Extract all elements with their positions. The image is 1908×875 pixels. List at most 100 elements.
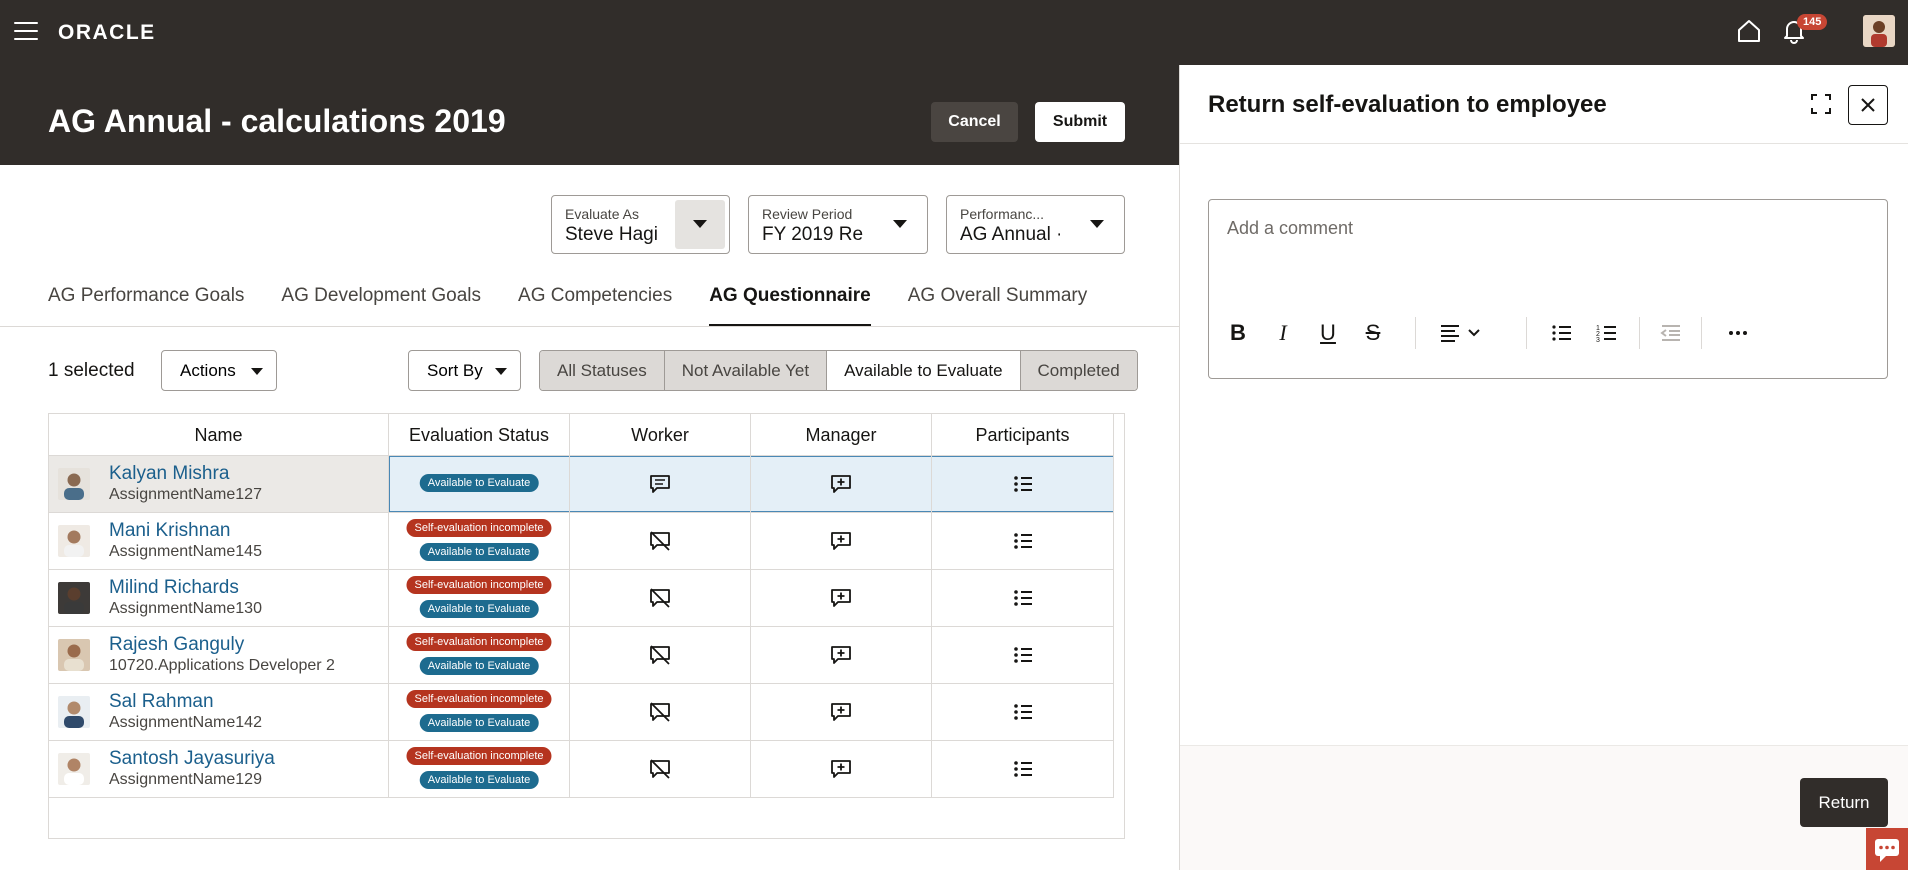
align-menu-icon[interactable] — [1437, 318, 1489, 348]
status-cell: Self-evaluation incomplete Available to E… — [389, 513, 570, 569]
column-header-participants[interactable]: Participants — [932, 414, 1114, 456]
tab-divider — [0, 326, 1179, 327]
person-name-link[interactable]: Sal Rahman — [109, 691, 214, 712]
status-badge: Available to Evaluate — [419, 543, 539, 561]
tab-competencies[interactable]: AG Competencies — [518, 285, 673, 306]
column-header-worker[interactable]: Worker — [570, 414, 751, 456]
performance-label: Performanc... — [960, 206, 1045, 222]
person-avatar — [58, 582, 90, 614]
status-filter-not-available[interactable]: Not Available Yet — [664, 351, 828, 390]
underline-icon[interactable]: U — [1320, 320, 1336, 345]
manager-cell — [751, 513, 932, 569]
tab-questionnaire[interactable]: AG Questionnaire — [709, 285, 871, 327]
table-row[interactable]: Kalyan Mishra AssignmentName127 Available … — [49, 456, 1114, 513]
status-cell: Available to Evaluate — [389, 456, 570, 512]
participants-list-icon[interactable] — [1012, 758, 1034, 780]
user-avatar[interactable] — [1863, 15, 1895, 47]
status-cell: Self-evaluation incomplete Available to E… — [389, 741, 570, 797]
person-name-link[interactable]: Rajesh Ganguly — [109, 634, 245, 655]
table-row[interactable]: Rajesh Ganguly 10720.Applications Develop… — [49, 627, 1114, 684]
column-header-manager[interactable]: Manager — [751, 414, 932, 456]
status-filter-group: All Statuses Not Available Yet Available… — [539, 350, 1138, 391]
sort-by-button[interactable]: Sort By — [408, 350, 521, 391]
status-badge: Available to Evaluate — [419, 714, 539, 732]
chevron-down-icon — [251, 368, 263, 375]
comment-input[interactable] — [1209, 200, 1887, 300]
add-comment-icon[interactable] — [830, 701, 852, 723]
sort-by-label: Sort By — [427, 360, 483, 380]
add-comment-icon[interactable] — [830, 758, 852, 780]
evaluations-table: Name Evaluation Status Worker Manager Pa… — [48, 413, 1125, 839]
tab-development-goals[interactable]: AG Development Goals — [281, 285, 482, 306]
add-comment-icon[interactable] — [830, 644, 852, 666]
column-header-status[interactable]: Evaluation Status — [389, 414, 570, 456]
close-drawer-button[interactable] — [1848, 85, 1888, 125]
status-filter-completed[interactable]: Completed — [1020, 351, 1137, 390]
participants-list-icon[interactable] — [1012, 587, 1034, 609]
status-badge: Self-evaluation incomplete — [406, 690, 552, 708]
italic-icon[interactable]: I — [1279, 320, 1287, 345]
person-avatar — [58, 468, 90, 500]
comment-off-icon[interactable] — [649, 644, 671, 666]
person-name-link[interactable]: Kalyan Mishra — [109, 463, 230, 484]
add-comment-icon[interactable] — [830, 473, 852, 495]
more-options-icon[interactable] — [1723, 318, 1753, 348]
chat-icon[interactable] — [1866, 828, 1908, 870]
participants-list-icon[interactable] — [1012, 473, 1034, 495]
expand-icon[interactable] — [1810, 93, 1832, 115]
person-avatar — [58, 753, 90, 785]
evaluate-as-select[interactable]: Evaluate As Steve Hagi — [551, 195, 730, 254]
comment-editor: B I U S 123 — [1208, 199, 1888, 379]
evaluate-as-dropdown-button[interactable] — [675, 200, 725, 249]
drawer-footer — [1180, 745, 1908, 870]
name-cell: Milind Richards AssignmentName130 — [49, 570, 389, 626]
column-header-name[interactable]: Name — [49, 414, 389, 456]
drawer-divider — [1180, 143, 1908, 144]
status-badge: Self-evaluation incomplete — [406, 633, 552, 651]
hamburger-menu-icon[interactable] — [14, 22, 38, 40]
table-row[interactable]: Mani Krishnan AssignmentName145 Self-evalu… — [49, 513, 1114, 570]
cancel-button[interactable]: Cancel — [931, 102, 1018, 142]
table-row[interactable]: Milind Richards AssignmentName130 Self-eva… — [49, 570, 1114, 627]
tab-overall-summary[interactable]: AG Overall Summary — [907, 285, 1088, 306]
name-cell: Santosh Jayasuriya AssignmentName129 — [49, 741, 389, 797]
participants-list-icon[interactable] — [1012, 701, 1034, 723]
participants-list-icon[interactable] — [1012, 530, 1034, 552]
person-name-link[interactable]: Mani Krishnan — [109, 520, 231, 541]
person-avatar — [58, 525, 90, 557]
add-comment-icon[interactable] — [830, 587, 852, 609]
bold-icon[interactable]: B — [1230, 320, 1246, 345]
table-row[interactable]: Santosh Jayasuriya AssignmentName129 Self-… — [49, 741, 1114, 798]
comment-off-icon[interactable] — [649, 701, 671, 723]
worker-cell — [570, 627, 751, 683]
submit-button[interactable]: Submit — [1035, 102, 1125, 142]
status-cell: Self-evaluation incomplete Available to E… — [389, 627, 570, 683]
actions-menu-button[interactable]: Actions — [161, 350, 277, 391]
outdent-icon[interactable] — [1656, 318, 1686, 348]
table-row[interactable]: Sal Rahman AssignmentName142 Self-evaluati… — [49, 684, 1114, 741]
assignment-name: AssignmentName127 — [109, 486, 262, 503]
tab-performance-goals[interactable]: AG Performance Goals — [48, 285, 245, 306]
comment-off-icon[interactable] — [649, 587, 671, 609]
performance-select[interactable]: Performanc... AG Annual · — [946, 195, 1125, 254]
review-period-select[interactable]: Review Period FY 2019 Re — [748, 195, 928, 254]
comment-icon[interactable] — [649, 473, 671, 495]
return-button[interactable]: Return — [1800, 778, 1888, 827]
strikethrough-icon[interactable]: S — [1365, 320, 1381, 345]
bullet-list-icon[interactable] — [1547, 318, 1577, 348]
add-comment-icon[interactable] — [830, 530, 852, 552]
toolbar-separator — [1526, 317, 1527, 349]
comment-off-icon[interactable] — [649, 530, 671, 552]
participants-cell — [932, 513, 1114, 569]
person-name-link[interactable]: Santosh Jayasuriya — [109, 748, 275, 769]
person-name-link[interactable]: Milind Richards — [109, 577, 239, 598]
manager-cell — [751, 570, 932, 626]
status-filter-available[interactable]: Available to Evaluate — [827, 351, 1021, 390]
name-cell: Kalyan Mishra AssignmentName127 — [49, 456, 389, 512]
home-icon[interactable] — [1736, 18, 1762, 44]
status-filter-all[interactable]: All Statuses — [540, 351, 665, 390]
toolbar-separator — [1701, 317, 1702, 349]
participants-list-icon[interactable] — [1012, 644, 1034, 666]
comment-off-icon[interactable] — [649, 758, 671, 780]
